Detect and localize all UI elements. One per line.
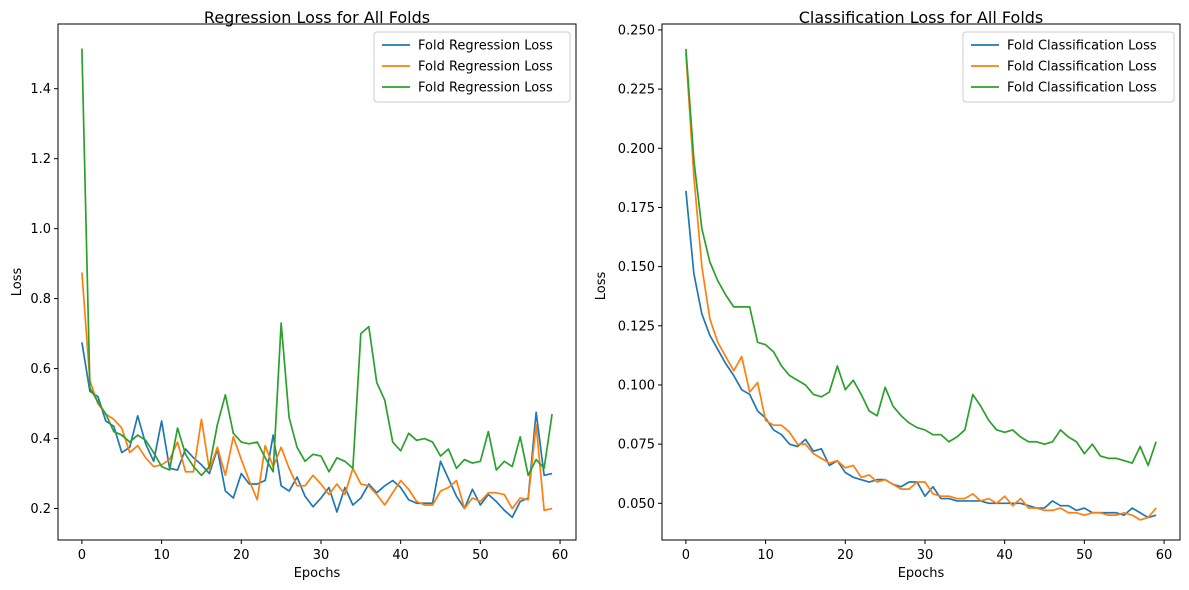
y-tick-label: 0.2 bbox=[30, 502, 51, 517]
y-tick-label: 1.2 bbox=[30, 152, 51, 167]
legend-box bbox=[962, 31, 1175, 103]
y-tick-label: 0.200 bbox=[618, 142, 655, 157]
y-tick-label: 0.050 bbox=[618, 497, 655, 512]
x-axis-label: Epochs bbox=[898, 566, 945, 581]
x-tick-label: 0 bbox=[78, 548, 86, 563]
series-line-fold-3 bbox=[81, 48, 553, 477]
y-tick-label: 0.8 bbox=[30, 292, 51, 307]
x-tick-label: 50 bbox=[472, 548, 489, 563]
plot-area-frame bbox=[661, 23, 1181, 541]
legend-label: Fold Classification Loss bbox=[1007, 39, 1157, 54]
classification-loss-chart: Classification Loss for All Folds Epochs… bbox=[594, 8, 1181, 581]
y-tick-label: 0.125 bbox=[618, 319, 655, 334]
legend-label: Fold Regression Loss bbox=[418, 39, 553, 54]
y-tick-label: 1.4 bbox=[30, 82, 51, 97]
x-tick-label: 60 bbox=[552, 548, 569, 563]
series-line-fold-2 bbox=[685, 53, 1157, 521]
legend: Fold Regression Loss Fold Regression Loss… bbox=[373, 31, 571, 103]
x-axis-label: Epochs bbox=[294, 566, 341, 581]
y-tick-label: 0.150 bbox=[618, 260, 655, 275]
y-tick-label: 0.075 bbox=[618, 438, 655, 453]
y-tick-label: 0.6 bbox=[30, 362, 51, 377]
y-tick-label: 0.4 bbox=[30, 432, 51, 447]
x-tick-label: 30 bbox=[917, 548, 934, 563]
x-tick-label: 20 bbox=[837, 548, 854, 563]
legend-label: Fold Classification Loss bbox=[1007, 60, 1157, 75]
y-tick-label: 0.250 bbox=[618, 23, 655, 38]
series-line-fold-1 bbox=[81, 342, 553, 519]
chart-title: Classification Loss for All Folds bbox=[799, 8, 1044, 27]
regression-loss-chart: Regression Loss for All Folds Epochs Los… bbox=[10, 8, 577, 581]
x-tick-label: 50 bbox=[1076, 548, 1093, 563]
legend-label: Fold Classification Loss bbox=[1007, 81, 1157, 96]
y-axis-label: Loss bbox=[594, 272, 609, 301]
y-tick-label: 0.175 bbox=[618, 201, 655, 216]
x-tick-label: 0 bbox=[682, 548, 690, 563]
x-tick-label: 10 bbox=[153, 548, 170, 563]
legend-label: Fold Regression Loss bbox=[418, 81, 553, 96]
x-tick-label: 40 bbox=[996, 548, 1013, 563]
x-tick-label: 20 bbox=[233, 548, 250, 563]
plot-area-frame bbox=[57, 23, 577, 541]
chart-title: Regression Loss for All Folds bbox=[204, 8, 430, 27]
y-axis-label: Loss bbox=[10, 268, 25, 297]
y-tick-label: 0.100 bbox=[618, 378, 655, 393]
y-tick-label: 0.225 bbox=[618, 83, 655, 98]
x-tick-label: 40 bbox=[392, 548, 409, 563]
y-tick-label: 1.0 bbox=[30, 222, 51, 237]
series-line-fold-3 bbox=[685, 48, 1157, 467]
legend: Fold Classification Loss Fold Classificat… bbox=[962, 31, 1175, 103]
x-tick-label: 30 bbox=[313, 548, 330, 563]
x-tick-label: 10 bbox=[757, 548, 774, 563]
legend-label: Fold Regression Loss bbox=[418, 60, 553, 75]
x-tick-label: 60 bbox=[1156, 548, 1173, 563]
legend-box bbox=[373, 31, 571, 103]
